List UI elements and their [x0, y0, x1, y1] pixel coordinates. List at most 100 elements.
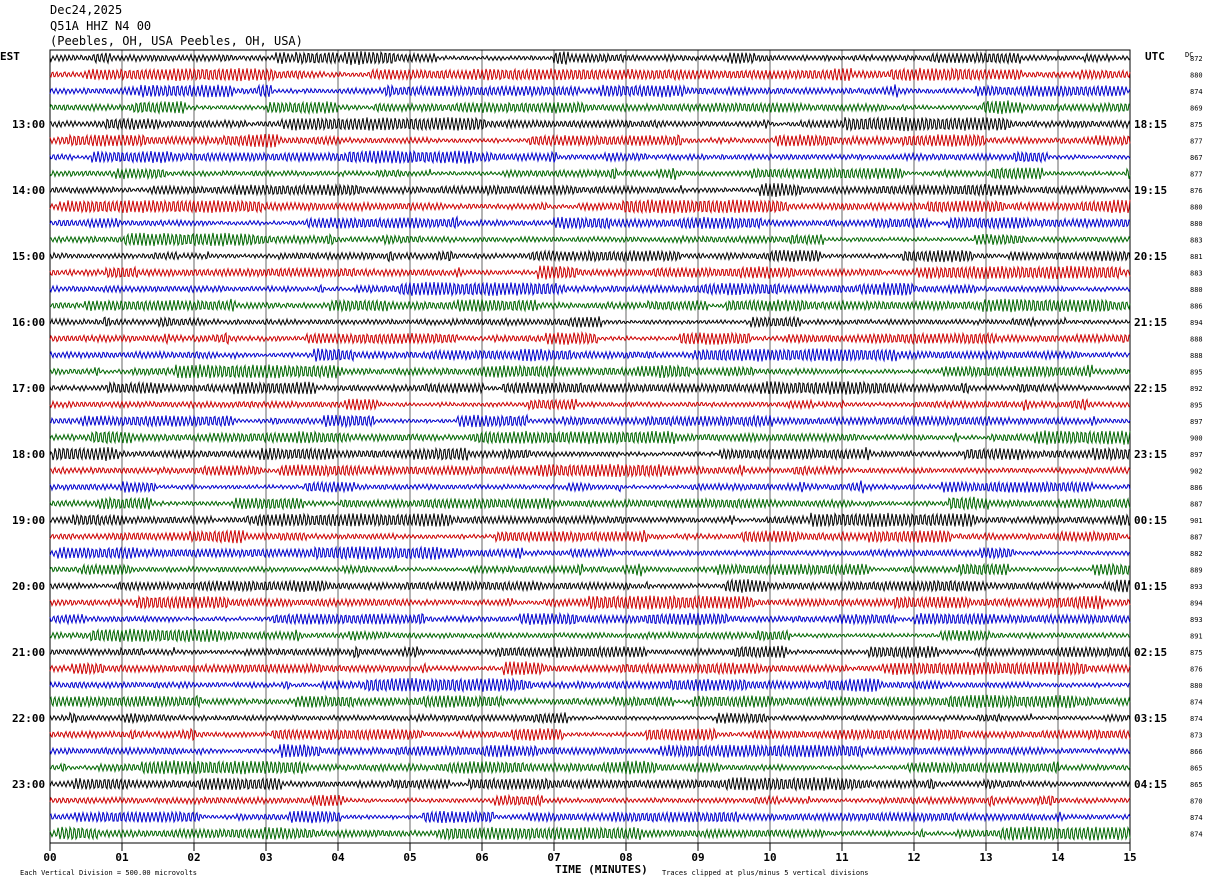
seismic-trace [49, 480, 1131, 494]
x-tick-label: 15 [1123, 851, 1136, 864]
utc-hour-label: 04:15 [1134, 778, 1167, 791]
station-label: Q51A HHZ N4 00 [50, 19, 152, 33]
dc-offset-label: 894 [1190, 319, 1203, 327]
seismic-trace [49, 446, 1131, 462]
dc-offset-label: 897 [1190, 451, 1203, 459]
x-tick-label: 01 [115, 851, 129, 864]
seismic-trace [49, 265, 1131, 280]
dc-offset-label: 880 [1190, 220, 1203, 228]
x-tick-label: 07 [547, 851, 560, 864]
seismic-trace [49, 711, 1131, 725]
est-axis-label: EST [0, 50, 20, 63]
x-tick-label: 05 [403, 851, 416, 864]
dc-offset-label: 902 [1190, 468, 1203, 476]
utc-hour-label: 01:15 [1134, 580, 1167, 593]
seismic-trace [49, 793, 1131, 808]
dc-offset-label: 901 [1190, 517, 1203, 525]
seismic-trace [49, 215, 1131, 231]
seismic-trace [49, 545, 1131, 561]
x-tick-label: 04 [331, 851, 345, 864]
seismic-trace [49, 298, 1131, 313]
est-hour-label: 14:00 [12, 184, 45, 197]
dc-offset-label: 893 [1190, 583, 1203, 591]
dc-offset-label: 883 [1190, 270, 1203, 278]
seismic-trace [49, 183, 1131, 198]
dc-offset-label: 875 [1190, 649, 1203, 657]
seismic-trace [49, 694, 1131, 710]
x-tick-label: 08 [619, 851, 632, 864]
date-label: Dec24,2025 [50, 3, 123, 17]
x-tick-label: 11 [835, 851, 849, 864]
footer-scale-note: Each Vertical Division = 500.00 microvol… [20, 869, 197, 877]
est-hour-label: 18:00 [12, 448, 45, 461]
x-tick-label: 10 [763, 851, 776, 864]
seismic-trace [49, 529, 1131, 545]
location-label: (Peebles, OH, USA Peebles, OH, USA) [50, 34, 303, 48]
seismic-trace [49, 495, 1131, 511]
dc-offset-label: 874 [1190, 88, 1203, 96]
est-hour-label: 23:00 [12, 778, 45, 791]
dc-offset-label: 874 [1190, 814, 1203, 822]
dc-offset-label: 883 [1190, 237, 1203, 245]
utc-hour-label: 00:15 [1134, 514, 1167, 527]
seismic-trace [49, 380, 1131, 395]
dc-offset-label: 882 [1190, 550, 1203, 558]
seismic-trace [49, 628, 1131, 644]
dc-offset-label: 887 [1190, 534, 1203, 542]
est-hour-label: 21:00 [12, 646, 45, 659]
dc-offset-label: 865 [1190, 781, 1203, 789]
seismic-trace [49, 149, 1131, 165]
dc-offset-label: 877 [1190, 138, 1203, 146]
dc-offset-label: 892 [1190, 385, 1203, 393]
seismic-trace [49, 577, 1131, 593]
dc-offset-label: 880 [1190, 682, 1203, 690]
seismic-trace [49, 562, 1131, 577]
dc-offset-label: 867 [1190, 154, 1203, 162]
dc-offset-label: 874 [1190, 715, 1203, 723]
plot-frame [49, 49, 1131, 844]
dc-offset-label: 880 [1190, 72, 1203, 80]
seismic-trace [49, 348, 1131, 363]
plot-grid [49, 49, 1131, 851]
dc-offset-label: 886 [1190, 484, 1203, 492]
utc-hour-label: 23:15 [1134, 448, 1167, 461]
seismic-trace [49, 594, 1131, 611]
x-tick-label: 02 [187, 851, 200, 864]
dc-offset-label: 876 [1190, 666, 1203, 674]
trace-group [49, 50, 1131, 841]
seismic-trace [49, 100, 1131, 115]
utc-hour-label: 21:15 [1134, 316, 1167, 329]
est-hour-label: 15:00 [12, 250, 45, 263]
x-tick-label: 12 [907, 851, 920, 864]
seismic-trace [49, 281, 1131, 298]
dc-offset-label: 895 [1190, 402, 1203, 410]
dc-offset-label: 880 [1190, 204, 1203, 212]
axis-labels: 00 01 02 03 04 05 06 07 08 09 10 11 12 13 14 15 872 880 87… [12, 55, 1203, 864]
dc-offset-label: 877 [1190, 171, 1203, 179]
seismic-trace [49, 363, 1131, 380]
seismic-trace [49, 413, 1131, 429]
utc-hour-label: 02:15 [1134, 646, 1167, 659]
dc-offset-label: 887 [1190, 501, 1203, 509]
seismic-trace [49, 809, 1131, 824]
seismic-trace [49, 199, 1131, 215]
seismic-trace [49, 116, 1131, 132]
seismic-trace [49, 398, 1131, 412]
est-hour-label: 19:00 [12, 514, 45, 527]
dc-offset-label: 889 [1190, 567, 1203, 575]
dc-offset-label: 886 [1190, 303, 1203, 311]
dc-offset-label: 876 [1190, 187, 1203, 195]
x-tick-label: 06 [475, 851, 489, 864]
est-hour-label: 17:00 [12, 382, 45, 395]
seismic-trace [49, 512, 1131, 528]
dc-offset-label: 895 [1190, 369, 1203, 377]
seismic-trace [49, 825, 1131, 841]
est-hour-label: 20:00 [12, 580, 45, 593]
est-hour-label: 16:00 [12, 316, 45, 329]
dc-offset-label: 888 [1190, 336, 1203, 344]
dc-offset-label: 873 [1190, 732, 1203, 740]
dc-offset-label: 894 [1190, 600, 1203, 608]
seismic-trace [49, 743, 1131, 759]
seismic-trace [49, 330, 1131, 346]
